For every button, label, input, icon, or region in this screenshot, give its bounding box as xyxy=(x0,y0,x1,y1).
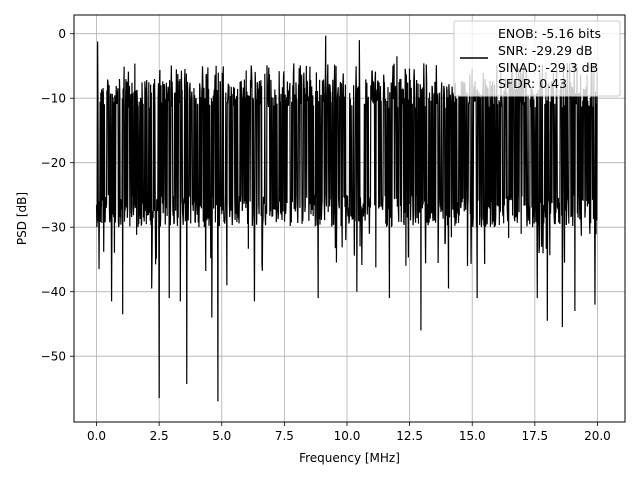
x-tick-label: 12.5 xyxy=(396,429,423,443)
legend-entry-sfdr: SFDR: 0.43 xyxy=(498,76,567,91)
legend-entry-snr: SNR: -29.29 dB xyxy=(498,43,593,58)
y-tick-label: −10 xyxy=(41,92,66,106)
legend-box xyxy=(453,20,621,97)
y-tick-label: −30 xyxy=(41,221,66,235)
x-tick-label: 5.0 xyxy=(212,429,231,443)
axis-ticks: 0.0 2.5 5.0 7.5 10.0 12.5 15.0 17.5 20.0 0 −10 −20 −… xyxy=(41,27,611,443)
x-tick-label: 10.0 xyxy=(334,429,361,443)
y-tick-label: −50 xyxy=(41,350,66,364)
y-tick-label: −20 xyxy=(41,156,66,170)
x-tick-label: 17.5 xyxy=(521,429,548,443)
legend-entry-sinad: SINAD: -29.3 dB xyxy=(498,60,598,75)
x-tick-label: 15.0 xyxy=(459,429,486,443)
y-tick-label: −40 xyxy=(41,285,66,299)
legend-entry-enob: ENOB: -5.16 bits xyxy=(498,26,601,41)
legend: ENOB: -5.16 bits SNR: -29.29 dB SINAD: -… xyxy=(453,20,621,97)
plot-frame xyxy=(73,14,626,423)
x-tick-label: 7.5 xyxy=(275,429,294,443)
x-tick-label: 2.5 xyxy=(150,429,169,443)
x-axis-label: Frequency [MHz] xyxy=(299,451,400,465)
x-tick-label: 20.0 xyxy=(584,429,611,443)
y-tick-label: 0 xyxy=(58,27,66,41)
y-axis-label: PSD [dB] xyxy=(15,192,29,245)
x-tick-label: 0.0 xyxy=(87,429,106,443)
